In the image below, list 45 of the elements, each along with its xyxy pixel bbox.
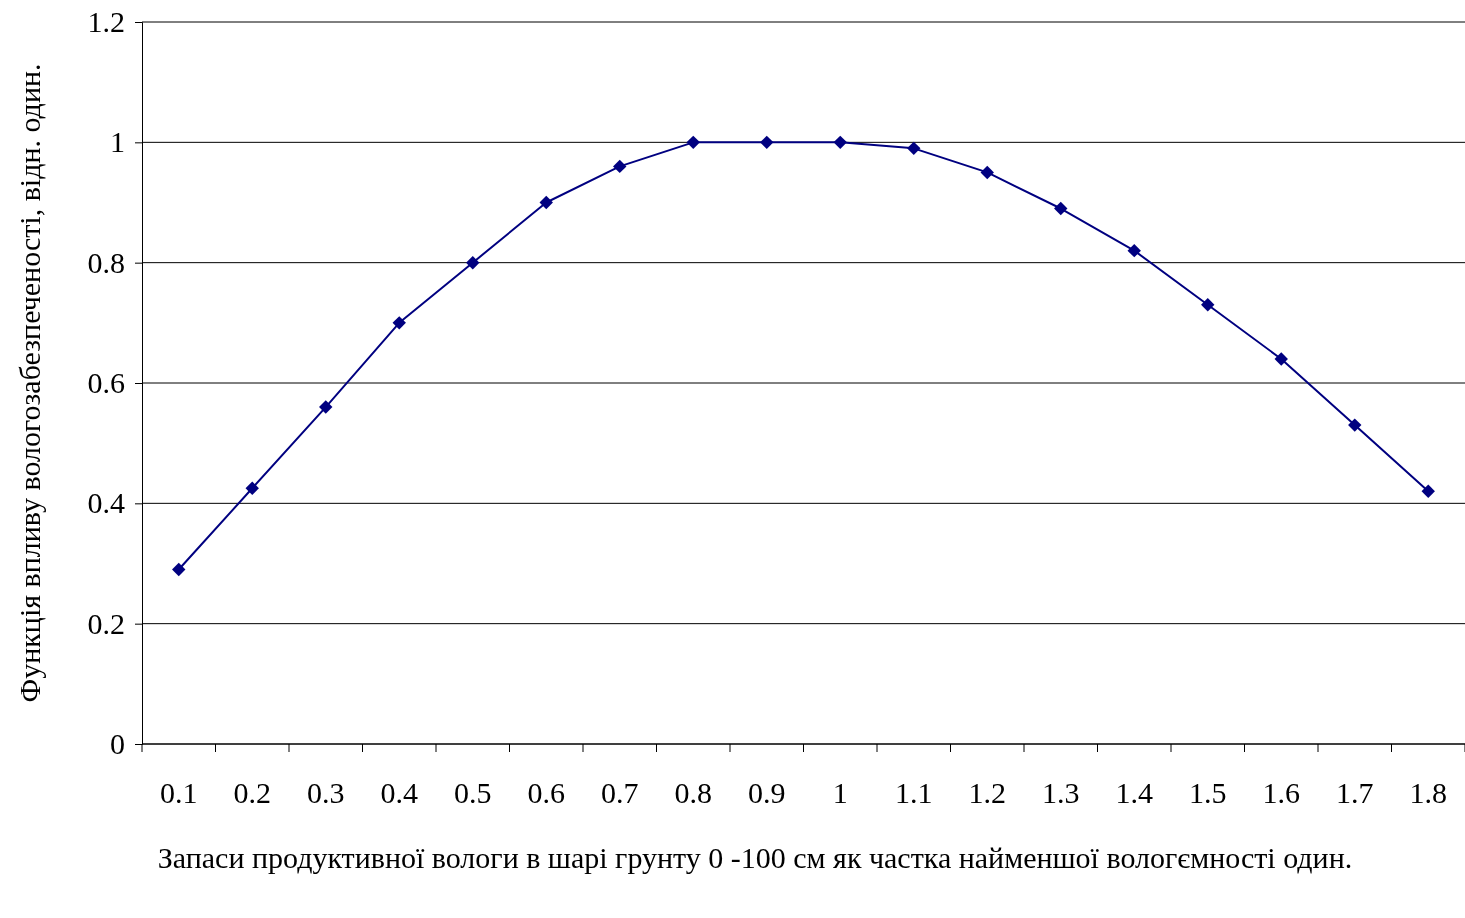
point — [1274, 352, 1288, 366]
x-tick-label: 1.5 — [1189, 776, 1227, 810]
x-tick-label: 1.3 — [1042, 776, 1080, 810]
x-tick-label: 0.9 — [748, 776, 786, 810]
x-tick-label: 1.2 — [968, 776, 1006, 810]
point — [833, 135, 847, 150]
point — [760, 135, 774, 150]
point — [245, 481, 259, 495]
x-tick-label: 0.8 — [674, 776, 712, 810]
y-tick-label: 0.8 — [87, 245, 125, 279]
y-tick-label: 0.2 — [87, 606, 125, 640]
point — [1421, 484, 1435, 499]
point — [980, 165, 994, 180]
point — [172, 562, 186, 577]
y-tick-label: 1.2 — [87, 5, 125, 39]
y-axis-title: Функція впливу вологозабезпеченості, відн. один. — [13, 63, 46, 703]
x-tick-label: 0.4 — [380, 776, 418, 810]
point — [1348, 418, 1362, 432]
point — [1127, 243, 1141, 258]
point — [613, 159, 627, 174]
x-tick-label: 1 — [832, 776, 848, 810]
y-tick-label: 0.4 — [87, 486, 125, 520]
point — [1054, 201, 1068, 216]
point — [1201, 298, 1215, 312]
y-tick-label: 0 — [110, 727, 125, 761]
x-tick-label: 0.1 — [160, 776, 198, 810]
point — [907, 141, 921, 156]
point — [539, 195, 553, 210]
x-tick-label: 1.1 — [895, 776, 933, 810]
y-tick-label: 1 — [110, 125, 125, 159]
point — [466, 255, 480, 270]
x-tick-label: 1.6 — [1262, 776, 1300, 810]
x-tick-label: 1.8 — [1409, 776, 1447, 810]
point — [319, 400, 333, 414]
point — [686, 135, 700, 150]
point — [392, 316, 406, 330]
x-tick-label: 0.5 — [454, 776, 492, 810]
x-tick-label: 0.7 — [601, 776, 639, 810]
x-tick-label: 0.3 — [307, 776, 345, 810]
x-tick-label: 0.2 — [233, 776, 271, 810]
x-tick-label: 1.4 — [1115, 776, 1153, 810]
y-tick-label: 0.6 — [87, 366, 125, 400]
x-tick-label: 0.6 — [527, 776, 565, 810]
x-tick-label: 1.7 — [1336, 776, 1374, 810]
x-axis-title: Запаси продуктивної вологи в шарі грунту 0 -100 см як частка найменшої вологємності один. — [157, 841, 1353, 874]
